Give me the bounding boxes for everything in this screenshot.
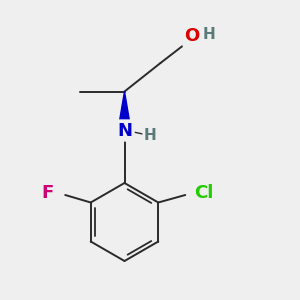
Text: F: F [42, 184, 54, 202]
Text: H: H [144, 128, 156, 142]
Text: H: H [203, 27, 215, 42]
Text: Cl: Cl [194, 184, 214, 202]
Text: N: N [118, 122, 133, 140]
Text: O: O [184, 27, 200, 45]
Polygon shape [118, 92, 131, 130]
